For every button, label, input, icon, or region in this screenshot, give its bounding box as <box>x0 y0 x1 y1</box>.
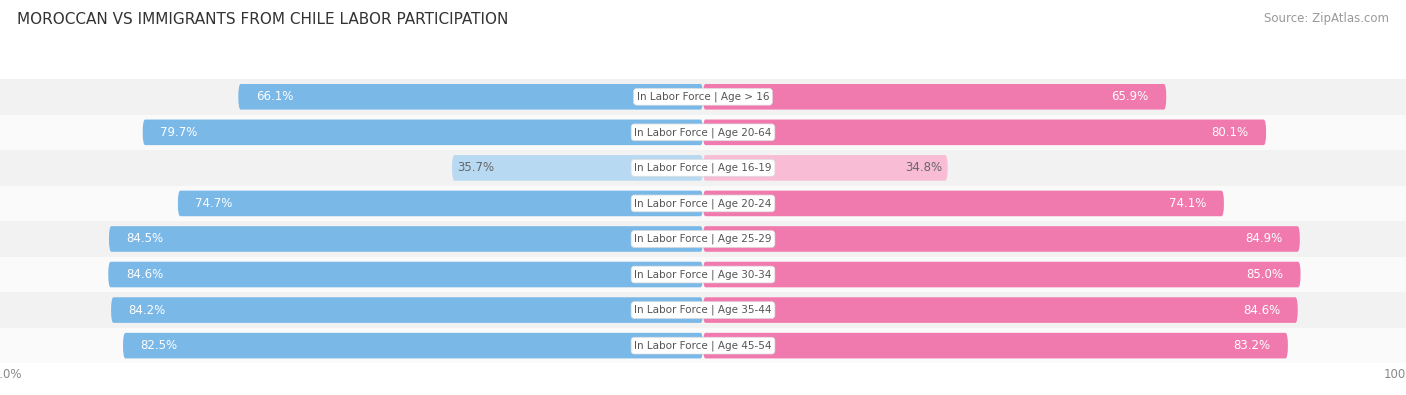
Text: 84.6%: 84.6% <box>1243 304 1281 316</box>
FancyBboxPatch shape <box>453 155 703 181</box>
Text: In Labor Force | Age 20-64: In Labor Force | Age 20-64 <box>634 127 772 137</box>
FancyBboxPatch shape <box>111 297 703 323</box>
Text: 84.2%: 84.2% <box>129 304 166 316</box>
FancyBboxPatch shape <box>239 84 703 109</box>
Text: 65.9%: 65.9% <box>1112 90 1149 103</box>
FancyBboxPatch shape <box>703 120 1267 145</box>
Text: In Labor Force | Age > 16: In Labor Force | Age > 16 <box>637 92 769 102</box>
Bar <box>0 115 1406 150</box>
Bar <box>0 79 1406 115</box>
FancyBboxPatch shape <box>108 262 703 287</box>
Text: In Labor Force | Age 30-34: In Labor Force | Age 30-34 <box>634 269 772 280</box>
FancyBboxPatch shape <box>703 84 1167 109</box>
FancyBboxPatch shape <box>703 226 1301 252</box>
Text: In Labor Force | Age 45-54: In Labor Force | Age 45-54 <box>634 340 772 351</box>
Text: MOROCCAN VS IMMIGRANTS FROM CHILE LABOR PARTICIPATION: MOROCCAN VS IMMIGRANTS FROM CHILE LABOR … <box>17 12 508 27</box>
Text: 66.1%: 66.1% <box>256 90 294 103</box>
Text: In Labor Force | Age 20-24: In Labor Force | Age 20-24 <box>634 198 772 209</box>
Text: 80.1%: 80.1% <box>1212 126 1249 139</box>
Text: 84.9%: 84.9% <box>1246 233 1282 245</box>
Bar <box>0 186 1406 221</box>
Bar <box>0 150 1406 186</box>
FancyBboxPatch shape <box>124 333 703 358</box>
Bar <box>0 257 1406 292</box>
FancyBboxPatch shape <box>703 262 1301 287</box>
Bar <box>0 292 1406 328</box>
Text: In Labor Force | Age 25-29: In Labor Force | Age 25-29 <box>634 234 772 244</box>
FancyBboxPatch shape <box>703 155 948 181</box>
FancyBboxPatch shape <box>142 120 703 145</box>
Text: 83.2%: 83.2% <box>1233 339 1271 352</box>
FancyBboxPatch shape <box>110 226 703 252</box>
FancyBboxPatch shape <box>703 297 1298 323</box>
Text: 74.7%: 74.7% <box>195 197 233 210</box>
Text: In Labor Force | Age 35-44: In Labor Force | Age 35-44 <box>634 305 772 315</box>
Text: 35.7%: 35.7% <box>458 162 495 174</box>
Text: In Labor Force | Age 16-19: In Labor Force | Age 16-19 <box>634 163 772 173</box>
FancyBboxPatch shape <box>703 333 1288 358</box>
Text: Source: ZipAtlas.com: Source: ZipAtlas.com <box>1264 12 1389 25</box>
Text: 74.1%: 74.1% <box>1168 197 1206 210</box>
Text: 84.6%: 84.6% <box>127 268 163 281</box>
Text: 79.7%: 79.7% <box>160 126 198 139</box>
Bar <box>0 221 1406 257</box>
FancyBboxPatch shape <box>703 191 1223 216</box>
Text: 34.8%: 34.8% <box>905 162 942 174</box>
Text: 84.5%: 84.5% <box>127 233 163 245</box>
FancyBboxPatch shape <box>177 191 703 216</box>
Text: 82.5%: 82.5% <box>141 339 177 352</box>
Text: 85.0%: 85.0% <box>1246 268 1282 281</box>
Bar <box>0 328 1406 363</box>
